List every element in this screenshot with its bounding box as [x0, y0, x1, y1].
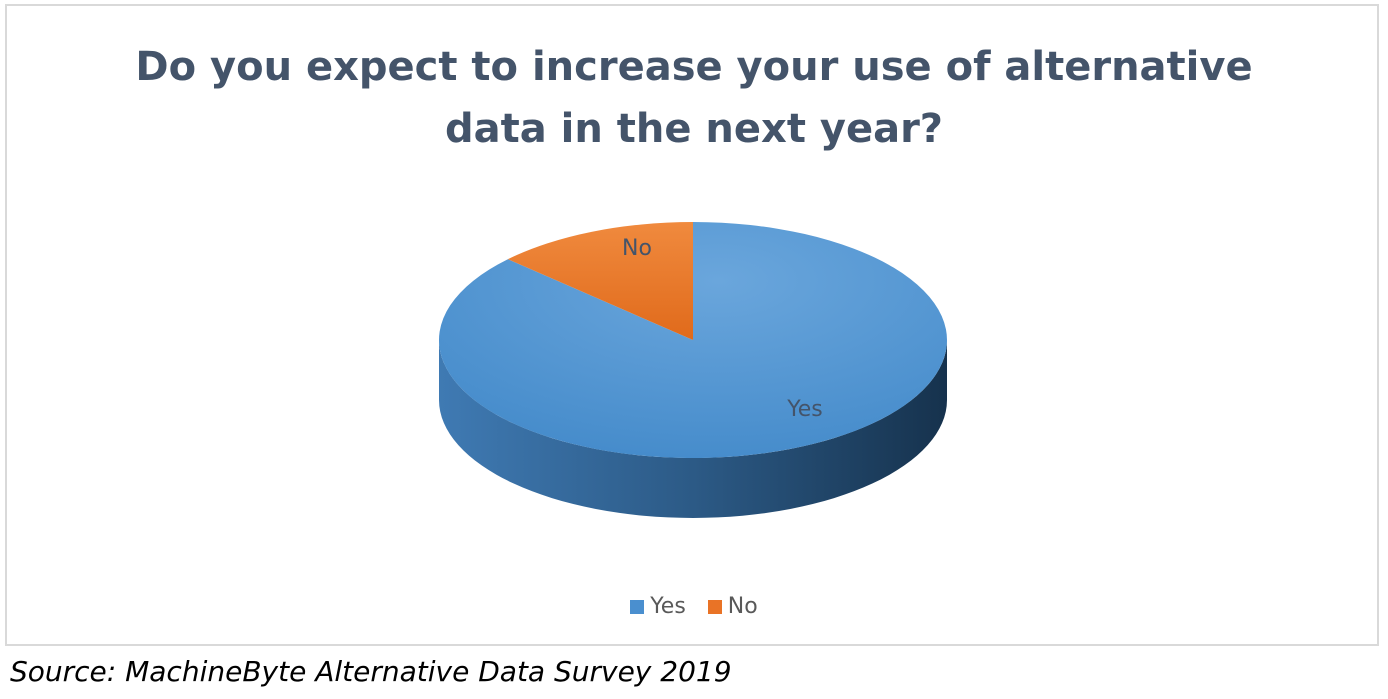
source-note: Source: MachineByte Alternative Data Sur…: [10, 655, 732, 688]
legend-label-yes: Yes: [650, 594, 686, 619]
legend-swatch-no: [707, 599, 722, 614]
pie-slice-no: [507, 222, 693, 340]
legend-swatch-yes: [630, 599, 645, 614]
legend-item-yes: Yes: [630, 594, 686, 619]
chart-frame: Do you expect to increase your use of al…: [5, 4, 1379, 646]
legend-label-no: No: [727, 594, 758, 619]
pie-slice-yes: [438, 222, 947, 459]
chart-legend: Yes No: [7, 594, 1381, 619]
slice-label-yes: Yes: [786, 397, 823, 422]
pie-chart: Yes No: [438, 222, 947, 518]
legend-item-no: No: [707, 594, 758, 619]
chart-title-line-2: data in the next year?: [444, 106, 943, 152]
chart-title: Do you expect to increase your use of al…: [7, 36, 1381, 160]
chart-title-line-1: Do you expect to increase your use of al…: [135, 44, 1253, 90]
pie-slice-side-yes: [439, 340, 947, 518]
slice-label-no: No: [622, 236, 652, 261]
